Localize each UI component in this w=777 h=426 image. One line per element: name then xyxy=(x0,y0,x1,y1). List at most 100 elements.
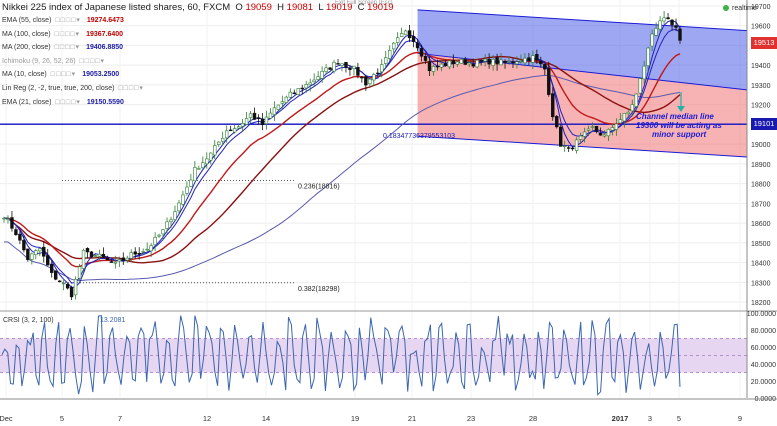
chart-header: Nikkei 225 index of Japanese listed shar… xyxy=(2,2,394,13)
indicator-row[interactable]: EMA (21, close) □□□□▾ 19150.5590 xyxy=(2,98,124,106)
median-note-line: minor support xyxy=(652,130,707,139)
price-tag: 19513 xyxy=(751,36,777,49)
candle-body xyxy=(236,126,241,129)
candle-body xyxy=(479,60,483,62)
time-tick-label: 12 xyxy=(203,414,211,423)
candle-body xyxy=(73,278,78,296)
indicator-row[interactable]: MA (10, close) □□□□▾ 19053.2500 xyxy=(2,70,119,78)
open-value: 19059 xyxy=(245,2,272,13)
candle-body xyxy=(610,127,615,131)
candle-body xyxy=(376,72,380,75)
price-tick-label: 18300 xyxy=(751,280,771,287)
candle-body xyxy=(240,123,245,127)
candle-body xyxy=(606,129,611,137)
candle-body xyxy=(551,93,555,118)
close-label: C xyxy=(357,2,365,13)
candle-body xyxy=(125,257,129,261)
candle-body xyxy=(149,245,153,252)
candle-body xyxy=(372,74,376,81)
indicator-row[interactable]: MA (200, close) □□□□▾ 19406.8850 xyxy=(2,43,123,51)
candle-body xyxy=(169,219,173,223)
candle-body xyxy=(423,55,428,61)
candle-body xyxy=(38,248,42,252)
candle-body xyxy=(65,284,70,289)
candle-body xyxy=(26,248,30,260)
candle-body xyxy=(658,20,662,30)
indicator-controls-icon[interactable]: □□□□▾ xyxy=(54,30,81,38)
time-tick-label: 9 xyxy=(738,414,742,423)
candle-body xyxy=(165,221,169,229)
symbol-title[interactable]: Nikkei 225 index of Japanese listed shar… xyxy=(2,2,231,13)
candle-body xyxy=(280,101,285,104)
time-tick-label: 23 xyxy=(467,414,475,423)
candle-body xyxy=(324,67,328,72)
price-tick-label: 18900 xyxy=(751,162,771,169)
candle-body xyxy=(467,62,471,65)
indicator-controls-icon[interactable]: □□□□▾ xyxy=(79,57,105,65)
candle-body xyxy=(475,59,479,68)
indicator-controls-icon[interactable]: □□□□▾ xyxy=(55,17,81,24)
indicator-controls-icon[interactable]: □□□□▾ xyxy=(55,98,81,106)
indicator-label: Lin Reg (2, -2, true, true, 200, close) xyxy=(2,85,115,92)
indicator-controls-icon[interactable]: □□□□▾ xyxy=(50,71,77,79)
candle-body xyxy=(630,104,634,112)
candle-body xyxy=(594,125,599,132)
fib-382-label: 0.382(18298) xyxy=(298,286,340,293)
candle-body xyxy=(201,162,205,169)
crsi-tick-label: 100.0000 xyxy=(747,311,776,318)
crsi-tick-label: 60.0000 xyxy=(751,345,776,352)
candle-body xyxy=(296,88,300,95)
indicator-row[interactable]: EMA (55, close) □□□□▾ 19274.6473 xyxy=(2,16,124,24)
indicator-row[interactable]: MA (100, close) □□□□▾ 19367.6400 xyxy=(2,30,123,38)
candle-body xyxy=(173,211,177,220)
candle-body xyxy=(105,257,110,261)
candle-body xyxy=(197,168,201,170)
candle-body xyxy=(93,255,98,257)
candle-body xyxy=(562,145,567,148)
candle-body xyxy=(69,287,74,298)
candle-body xyxy=(328,67,332,70)
annotations: 0.236(18816) 0.382(18298) 0.18347736379553… xyxy=(298,0,722,293)
candle-body xyxy=(268,112,273,119)
indicator-controls-icon[interactable]: □□□□▾ xyxy=(118,85,144,92)
indicator-controls-icon[interactable]: □□□□▾ xyxy=(54,44,81,52)
candle-body xyxy=(431,66,436,72)
price-tick-label: 19300 xyxy=(751,83,771,90)
time-tick-label: 3 xyxy=(648,414,652,423)
candle-body xyxy=(622,113,627,122)
candle-body xyxy=(22,239,26,251)
candle-body xyxy=(614,123,619,130)
indicator-row[interactable]: Ichimoku (9, 26, 52, 26) □□□□▾ xyxy=(2,57,105,65)
time-tick-label: 5 xyxy=(677,414,681,423)
candle-body xyxy=(531,55,535,63)
candle-body xyxy=(507,60,511,63)
candle-body xyxy=(101,253,106,258)
candle-body xyxy=(395,37,400,43)
candle-body xyxy=(50,263,54,273)
indicator-value: 19274.6473 xyxy=(86,17,124,24)
candle-body xyxy=(209,152,213,161)
candle-body xyxy=(97,253,102,257)
candle-body xyxy=(109,261,114,263)
candle-body xyxy=(348,67,352,70)
indicator-value: 19367.6400 xyxy=(86,30,124,38)
time-tick-label: Dec xyxy=(0,414,13,423)
candle-body xyxy=(141,251,145,253)
candle-body xyxy=(678,28,682,41)
candle-body xyxy=(443,63,448,67)
candle-body xyxy=(244,117,249,125)
price-tick-label: 18200 xyxy=(751,300,771,307)
crsi-title: CRSI (3, 2, 100) xyxy=(3,317,54,324)
candle-body xyxy=(113,261,118,264)
candle-body xyxy=(515,61,519,65)
candle-body xyxy=(388,50,392,59)
candle-body xyxy=(89,251,94,258)
candle-body xyxy=(284,96,289,103)
time-tick-label: 21 xyxy=(408,414,416,423)
indicator-row[interactable]: Lin Reg (2, -2, true, true, 200, close) □… xyxy=(2,84,144,92)
candle-body xyxy=(535,54,539,61)
candle-body xyxy=(570,147,575,150)
candle-body xyxy=(248,113,253,118)
candle-body xyxy=(252,112,257,120)
